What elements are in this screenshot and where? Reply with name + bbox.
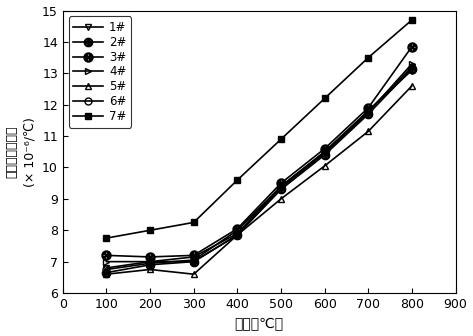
4# <box>278 186 284 190</box>
7# <box>409 18 415 22</box>
1# <box>191 255 197 259</box>
6# <box>366 109 371 113</box>
6# <box>147 261 153 265</box>
1# <box>104 266 109 270</box>
6# <box>191 258 197 262</box>
2# <box>322 153 327 157</box>
1# <box>147 260 153 264</box>
1# <box>409 65 415 69</box>
Line: 6#: 6# <box>103 67 415 273</box>
3# <box>366 106 371 110</box>
2# <box>409 67 415 71</box>
7# <box>322 96 327 100</box>
6# <box>104 267 109 271</box>
4# <box>235 233 240 237</box>
3# <box>235 227 240 231</box>
3# <box>104 253 109 257</box>
3# <box>278 181 284 185</box>
X-axis label: 温度（℃）: 温度（℃） <box>235 317 284 330</box>
4# <box>366 111 371 115</box>
7# <box>104 236 109 240</box>
6# <box>322 150 327 154</box>
Line: 2#: 2# <box>102 65 416 277</box>
2# <box>278 187 284 192</box>
1# <box>235 232 240 236</box>
Line: 7#: 7# <box>103 16 415 242</box>
5# <box>235 233 240 237</box>
2# <box>104 270 109 275</box>
5# <box>366 129 371 133</box>
Line: 4#: 4# <box>103 60 415 265</box>
2# <box>235 233 240 237</box>
7# <box>147 228 153 232</box>
3# <box>147 255 153 259</box>
5# <box>278 197 284 201</box>
4# <box>147 260 153 264</box>
Line: 1#: 1# <box>103 64 415 271</box>
3# <box>409 45 415 49</box>
3# <box>191 253 197 257</box>
5# <box>104 272 109 276</box>
Line: 3#: 3# <box>102 42 416 261</box>
3# <box>322 146 327 151</box>
1# <box>322 150 327 154</box>
7# <box>366 56 371 60</box>
5# <box>191 272 197 276</box>
2# <box>147 263 153 267</box>
1# <box>366 109 371 113</box>
Y-axis label: 平均线膨胀系数
(× 10⁻⁶/℃): 平均线膨胀系数 (× 10⁻⁶/℃) <box>6 117 36 187</box>
4# <box>322 151 327 155</box>
7# <box>191 220 197 224</box>
7# <box>235 178 240 182</box>
4# <box>191 260 197 264</box>
7# <box>278 137 284 141</box>
2# <box>366 112 371 116</box>
Line: 5#: 5# <box>103 82 415 278</box>
6# <box>409 68 415 72</box>
5# <box>409 84 415 88</box>
6# <box>278 184 284 188</box>
5# <box>147 267 153 271</box>
Legend: 1#, 2#, 3#, 4#, 5#, 6#, 7#: 1#, 2#, 3#, 4#, 5#, 6#, 7# <box>69 16 131 128</box>
2# <box>191 260 197 264</box>
4# <box>409 62 415 66</box>
4# <box>104 260 109 264</box>
5# <box>322 164 327 168</box>
1# <box>278 184 284 188</box>
6# <box>235 228 240 232</box>
